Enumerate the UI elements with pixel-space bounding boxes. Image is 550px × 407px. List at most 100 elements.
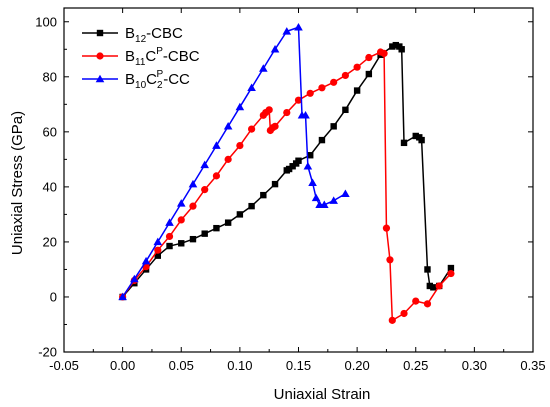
data-point bbox=[388, 316, 396, 324]
data-point bbox=[271, 180, 279, 188]
data-point bbox=[389, 43, 396, 50]
series-3 bbox=[118, 22, 350, 301]
data-point bbox=[386, 256, 394, 264]
data-point bbox=[380, 49, 388, 58]
data-point bbox=[270, 44, 280, 53]
x-tick-label: 0.15 bbox=[286, 358, 311, 373]
data-point bbox=[166, 242, 173, 250]
data-point bbox=[213, 224, 220, 232]
x-axis-title: Uniaxial Strain bbox=[274, 386, 371, 403]
data-point bbox=[223, 122, 233, 130]
data-point bbox=[294, 96, 303, 104]
data-point bbox=[235, 102, 245, 111]
data-point bbox=[265, 106, 273, 114]
data-point bbox=[341, 189, 350, 197]
data-point bbox=[303, 161, 313, 170]
data-point bbox=[435, 282, 443, 290]
data-point bbox=[282, 27, 292, 35]
series-2 bbox=[119, 48, 455, 324]
data-point bbox=[212, 172, 221, 180]
data-point bbox=[307, 152, 314, 159]
data-point bbox=[248, 125, 256, 133]
data-point bbox=[236, 142, 244, 150]
data-point bbox=[412, 297, 420, 305]
legend-text-mid: C bbox=[146, 71, 157, 88]
data-point bbox=[289, 163, 296, 170]
legend-text-tail: -CBC bbox=[163, 48, 200, 65]
y-tick-label: 0 bbox=[50, 289, 57, 304]
legend-subscript: 12 bbox=[135, 34, 147, 45]
data-point bbox=[201, 230, 208, 237]
data-point bbox=[189, 202, 197, 210]
legend-text-base: B bbox=[125, 25, 135, 42]
data-point bbox=[295, 157, 302, 164]
data-point bbox=[330, 78, 338, 86]
data-point bbox=[177, 216, 185, 224]
legend-superscript: P bbox=[156, 46, 163, 57]
data-point bbox=[365, 70, 373, 78]
series-line bbox=[122, 51, 452, 322]
data-point bbox=[165, 218, 174, 226]
data-point bbox=[153, 237, 163, 246]
x-tick-label: 0.10 bbox=[227, 358, 252, 373]
data-point bbox=[224, 219, 232, 226]
series-1 bbox=[119, 41, 455, 301]
data-point bbox=[392, 41, 400, 49]
data-point bbox=[118, 292, 127, 301]
data-point bbox=[430, 284, 437, 291]
data-point bbox=[212, 141, 221, 149]
data-point bbox=[224, 155, 232, 163]
data-point bbox=[294, 22, 303, 31]
series-layer bbox=[118, 22, 455, 324]
data-point bbox=[201, 186, 209, 194]
data-point bbox=[353, 87, 361, 94]
data-point bbox=[319, 200, 329, 208]
data-point bbox=[165, 232, 174, 241]
data-point bbox=[283, 108, 291, 117]
legend-subscript: 10 bbox=[135, 80, 147, 91]
legend-label: B12-CBC bbox=[125, 25, 183, 45]
x-tick-label: 0.05 bbox=[169, 358, 194, 373]
x-tick-label: 0.25 bbox=[403, 358, 428, 373]
data-point bbox=[130, 274, 139, 283]
y-tick-label: 60 bbox=[43, 124, 57, 139]
legend-subscript: 11 bbox=[135, 57, 146, 68]
x-tick-label: -0.05 bbox=[49, 358, 79, 373]
x-tick-label: 0.35 bbox=[520, 358, 545, 373]
data-point bbox=[447, 264, 455, 272]
legend-text-base: B bbox=[125, 48, 135, 65]
data-point bbox=[301, 111, 310, 119]
data-point bbox=[365, 53, 373, 62]
y-tick-label: 80 bbox=[43, 69, 57, 84]
legend-marker bbox=[96, 52, 104, 60]
data-point bbox=[398, 46, 405, 53]
data-point bbox=[188, 179, 198, 188]
data-point bbox=[400, 139, 408, 147]
y-axis-ticks: -20 0 20 40 60 80 100 bbox=[35, 14, 533, 360]
data-point bbox=[285, 165, 293, 173]
data-point bbox=[259, 64, 268, 72]
data-point bbox=[154, 252, 161, 259]
x-tick-label: 0.30 bbox=[462, 358, 487, 373]
data-point bbox=[260, 191, 267, 199]
legend-marker bbox=[96, 29, 104, 37]
data-point bbox=[306, 89, 314, 97]
y-tick-label: 100 bbox=[35, 14, 57, 29]
data-point bbox=[248, 202, 255, 210]
data-point bbox=[311, 193, 321, 202]
data-point bbox=[176, 199, 186, 207]
data-point bbox=[423, 300, 432, 308]
legend-text-base: B bbox=[125, 71, 135, 88]
data-point bbox=[154, 246, 162, 254]
legend-subscript: 2 bbox=[157, 80, 163, 91]
data-point bbox=[189, 235, 197, 243]
y-tick-label: -20 bbox=[38, 345, 57, 360]
x-tick-label: 0.20 bbox=[344, 358, 369, 373]
data-point bbox=[178, 240, 185, 247]
data-point bbox=[400, 309, 408, 318]
legend-text-mid: C bbox=[145, 48, 156, 65]
data-point bbox=[342, 106, 349, 114]
data-point bbox=[308, 178, 317, 186]
legend-label: B11CP-CBC bbox=[125, 46, 200, 68]
